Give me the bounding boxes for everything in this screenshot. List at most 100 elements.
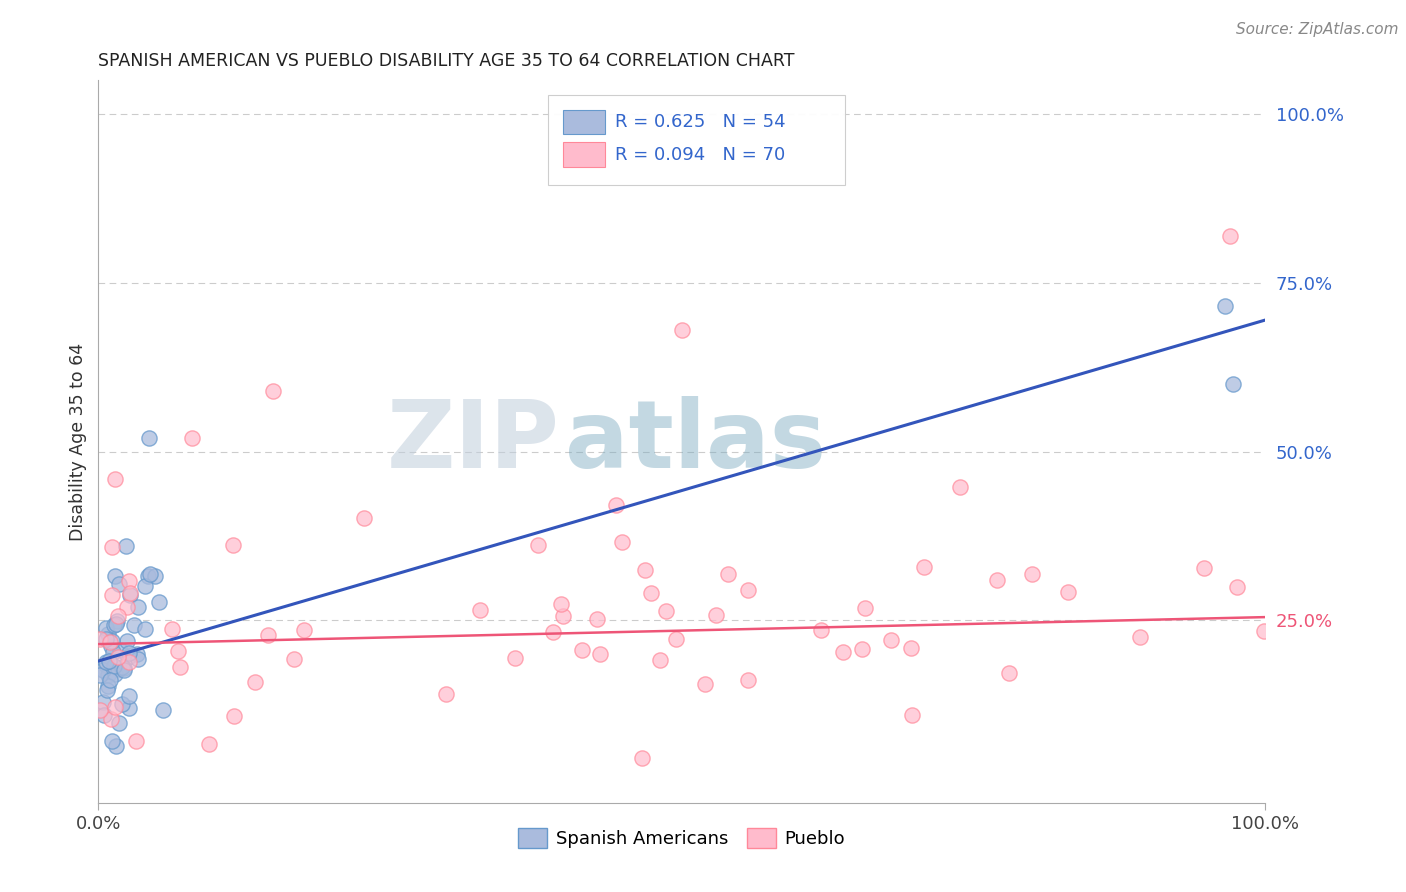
Point bbox=[256, 628, 278, 642]
Point bbox=[737, 582, 759, 597]
Point bbox=[541, 625, 564, 640]
Point bbox=[110, 697, 132, 711]
Point bbox=[503, 651, 526, 665]
Point bbox=[152, 703, 174, 717]
Point bbox=[1057, 585, 1080, 599]
FancyBboxPatch shape bbox=[562, 143, 605, 167]
Point bbox=[122, 617, 145, 632]
Legend: Spanish Americans, Pueblo: Spanish Americans, Pueblo bbox=[512, 821, 852, 855]
Point bbox=[97, 627, 120, 641]
Point bbox=[1213, 300, 1236, 314]
Point bbox=[108, 643, 131, 657]
Point bbox=[120, 585, 142, 599]
Point bbox=[664, 632, 686, 646]
Point bbox=[589, 648, 612, 662]
FancyBboxPatch shape bbox=[548, 95, 845, 185]
Point bbox=[115, 539, 138, 553]
Point bbox=[224, 709, 246, 723]
Point bbox=[1253, 624, 1275, 638]
Point bbox=[851, 642, 873, 657]
Point bbox=[118, 588, 141, 602]
Point bbox=[634, 563, 657, 577]
Point bbox=[468, 603, 491, 617]
Point bbox=[586, 612, 609, 626]
Point bbox=[1129, 630, 1152, 644]
Point bbox=[631, 751, 654, 765]
Point bbox=[118, 574, 141, 589]
Point bbox=[1219, 228, 1241, 243]
Point bbox=[880, 632, 903, 647]
Text: R = 0.094   N = 70: R = 0.094 N = 70 bbox=[616, 145, 786, 164]
Point bbox=[143, 569, 166, 583]
Point bbox=[998, 665, 1021, 680]
Point bbox=[222, 539, 245, 553]
Point bbox=[112, 660, 135, 674]
Point bbox=[148, 595, 170, 609]
Point bbox=[197, 737, 219, 751]
FancyBboxPatch shape bbox=[562, 110, 605, 135]
Point bbox=[136, 568, 159, 582]
Point bbox=[103, 618, 125, 632]
Point bbox=[107, 609, 129, 624]
Point bbox=[737, 673, 759, 687]
Point bbox=[832, 645, 855, 659]
Point bbox=[96, 683, 118, 698]
Point bbox=[139, 566, 162, 581]
Text: Source: ZipAtlas.com: Source: ZipAtlas.com bbox=[1236, 22, 1399, 37]
Point bbox=[115, 599, 138, 614]
Point bbox=[118, 701, 141, 715]
Point bbox=[91, 695, 114, 709]
Point bbox=[160, 623, 183, 637]
Point bbox=[107, 650, 129, 665]
Point bbox=[89, 668, 111, 682]
Point bbox=[104, 472, 127, 486]
Point bbox=[100, 639, 122, 653]
Point bbox=[243, 674, 266, 689]
Point bbox=[605, 499, 627, 513]
Point bbox=[671, 323, 693, 337]
Point bbox=[97, 668, 120, 682]
Point bbox=[1192, 561, 1215, 575]
Point bbox=[91, 663, 114, 677]
Point bbox=[89, 632, 111, 646]
Point bbox=[986, 574, 1008, 588]
Point bbox=[107, 614, 129, 628]
Point bbox=[292, 624, 315, 638]
Point bbox=[1021, 567, 1043, 582]
Point bbox=[104, 700, 127, 714]
Point bbox=[262, 384, 284, 398]
Point bbox=[107, 577, 129, 591]
Point bbox=[717, 567, 740, 582]
Point bbox=[101, 541, 124, 555]
Point bbox=[169, 660, 191, 674]
Point bbox=[111, 660, 134, 674]
Point bbox=[101, 645, 124, 659]
Point bbox=[104, 667, 127, 681]
Point bbox=[98, 635, 121, 649]
Point bbox=[900, 641, 922, 656]
Point bbox=[105, 739, 128, 753]
Point bbox=[810, 623, 832, 637]
Point bbox=[704, 608, 727, 623]
Point bbox=[96, 632, 118, 646]
Point bbox=[134, 622, 156, 636]
Point bbox=[640, 586, 662, 600]
Point bbox=[89, 703, 111, 717]
Point bbox=[550, 597, 572, 611]
Text: ZIP: ZIP bbox=[387, 395, 560, 488]
Point bbox=[118, 689, 141, 703]
Point bbox=[138, 431, 160, 445]
Point bbox=[914, 559, 936, 574]
Point bbox=[571, 642, 593, 657]
Point bbox=[853, 601, 876, 615]
Point bbox=[527, 538, 550, 552]
Point bbox=[166, 644, 188, 658]
Point bbox=[101, 634, 124, 648]
Point bbox=[551, 609, 574, 624]
Point bbox=[125, 734, 148, 748]
Point bbox=[118, 655, 141, 669]
Text: SPANISH AMERICAN VS PUEBLO DISABILITY AGE 35 TO 64 CORRELATION CHART: SPANISH AMERICAN VS PUEBLO DISABILITY AG… bbox=[98, 53, 794, 70]
Point bbox=[108, 715, 131, 730]
Point bbox=[949, 480, 972, 494]
Point bbox=[180, 431, 202, 445]
